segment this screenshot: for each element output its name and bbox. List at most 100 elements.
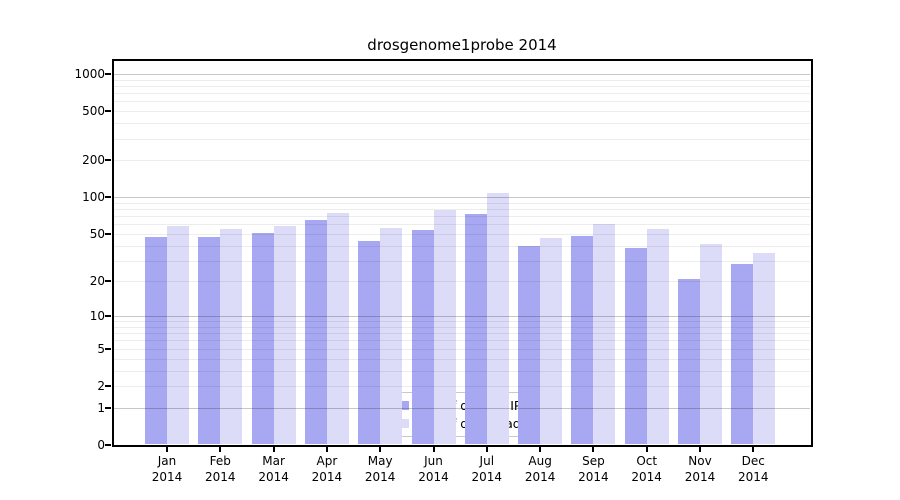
- gridline-minor: [114, 224, 810, 226]
- y-tick-label: 0: [97, 438, 105, 452]
- x-tick-label-apr: Apr 2014: [311, 454, 343, 484]
- gridline-major: [114, 73, 810, 75]
- gridline-minor: [114, 340, 810, 342]
- bar-distinct-ips-apr: [304, 219, 327, 444]
- bar-distinct-ips-dec: [731, 264, 754, 444]
- bar-distinct-ips-nov: [678, 278, 700, 444]
- y-axis-tick: [105, 196, 111, 199]
- x-axis-tick: [592, 446, 595, 452]
- x-axis-tick: [485, 446, 488, 452]
- x-axis-tick: [645, 446, 648, 452]
- bar-downloads-sep: [593, 224, 616, 444]
- x-tick-label-mar: Mar 2014: [258, 454, 289, 484]
- gridline-minor: [114, 281, 810, 283]
- gridline-minor: [114, 326, 810, 328]
- gridline-minor: [114, 348, 810, 350]
- y-axis-tick: [105, 110, 111, 113]
- y-axis-tick: [105, 159, 111, 162]
- chart-title: drosgenome1probe 2014: [367, 36, 557, 54]
- gridline-minor: [114, 202, 810, 204]
- y-axis-tick: [105, 315, 111, 318]
- y-axis-tick: [105, 232, 111, 235]
- x-axis-tick: [219, 446, 222, 452]
- x-tick-label-feb: Feb 2014: [205, 454, 236, 484]
- x-tick-label-may: May 2014: [364, 454, 396, 484]
- y-axis-tick: [105, 406, 111, 409]
- y-tick-label: 500: [82, 104, 105, 119]
- x-axis-tick: [539, 446, 542, 452]
- x-axis-tick: [432, 446, 435, 452]
- gridline-minor: [114, 101, 810, 103]
- gridline-major: [114, 197, 810, 199]
- y-tick-label: 200: [82, 153, 105, 168]
- legend-entry-downloads: Nb of downloads: [386, 416, 537, 431]
- x-tick-label-oct: Oct 2014: [631, 454, 662, 484]
- bar-downloads-apr: [326, 213, 349, 444]
- gridline-minor: [114, 208, 810, 210]
- x-axis-tick: [699, 446, 701, 452]
- bar-downloads-oct: [646, 228, 669, 444]
- bar-distinct-ips-jun: [411, 229, 434, 444]
- bar-downloads-dec: [753, 252, 776, 444]
- y-tick-label: 2: [97, 378, 105, 393]
- bar-downloads-jan: [167, 226, 189, 444]
- gridline-minor: [114, 138, 810, 140]
- y-axis-tick: [105, 280, 111, 283]
- bar-downloads-jul: [486, 193, 509, 444]
- bar-downloads-may: [380, 227, 403, 444]
- y-tick-label: 50: [89, 226, 105, 241]
- y-tick-label: 5: [97, 341, 105, 356]
- x-axis-tick: [379, 446, 382, 452]
- y-axis-tick: [105, 384, 111, 387]
- bar-downloads-nov: [700, 244, 722, 444]
- x-tick-label-aug: Aug 2014: [524, 454, 556, 484]
- bar-distinct-ips-jul: [464, 213, 487, 444]
- bar-distinct-ips-oct: [624, 248, 647, 444]
- bar-distinct-ips-jan: [145, 237, 167, 444]
- gridline-minor: [114, 385, 810, 387]
- y-axis-tick: [105, 444, 111, 446]
- x-axis-tick: [325, 446, 328, 452]
- gridline-minor: [114, 85, 810, 87]
- gridline-minor: [114, 216, 810, 218]
- legend-entry-distinct-ips: Nb of distinct IPs: [386, 398, 537, 413]
- x-axis-tick: [272, 446, 275, 452]
- gridline-minor: [114, 123, 810, 125]
- gridline-minor: [114, 245, 810, 247]
- gridline-minor: [114, 260, 810, 262]
- gridline-minor: [114, 321, 810, 323]
- x-axis-tick: [166, 446, 168, 452]
- gridline-minor: [114, 370, 810, 372]
- bar-downloads-jun: [433, 210, 456, 444]
- gridline-minor: [114, 333, 810, 335]
- bar-downloads-mar: [273, 226, 296, 444]
- x-tick-label-sep: Sep 2014: [578, 454, 609, 484]
- bar-distinct-ips-feb: [198, 237, 221, 444]
- gridline-minor: [114, 79, 810, 81]
- y-tick-label: 20: [89, 274, 105, 289]
- gridline-minor: [114, 111, 810, 113]
- y-tick-label: 100: [82, 190, 105, 205]
- bar-distinct-ips-aug: [518, 245, 541, 444]
- gridline-major: [114, 407, 810, 409]
- gridline-minor: [114, 93, 810, 95]
- x-tick-label-jul: Jul 2014: [471, 454, 503, 484]
- gridline-minor: [114, 233, 810, 235]
- y-axis-tick: [105, 347, 111, 350]
- x-axis-tick: [752, 446, 755, 452]
- y-tick-label: 1: [97, 400, 105, 415]
- gridline-minor: [114, 358, 810, 360]
- gridline-minor: [114, 160, 810, 162]
- bar-downloads-feb: [220, 228, 243, 444]
- bar-downloads-aug: [540, 238, 563, 444]
- x-tick-label-dec: Dec 2014: [738, 454, 769, 484]
- y-axis-tick: [105, 72, 111, 75]
- bar-distinct-ips-mar: [251, 232, 274, 444]
- y-tick-label: 10: [89, 309, 105, 324]
- bar-distinct-ips-may: [358, 240, 381, 444]
- x-tick-label-jun: Jun 2014: [418, 454, 449, 484]
- x-tick-label-jan: Jan 2014: [151, 454, 183, 484]
- gridline-major: [114, 316, 810, 318]
- x-tick-label-nov: Nov 2014: [684, 454, 716, 484]
